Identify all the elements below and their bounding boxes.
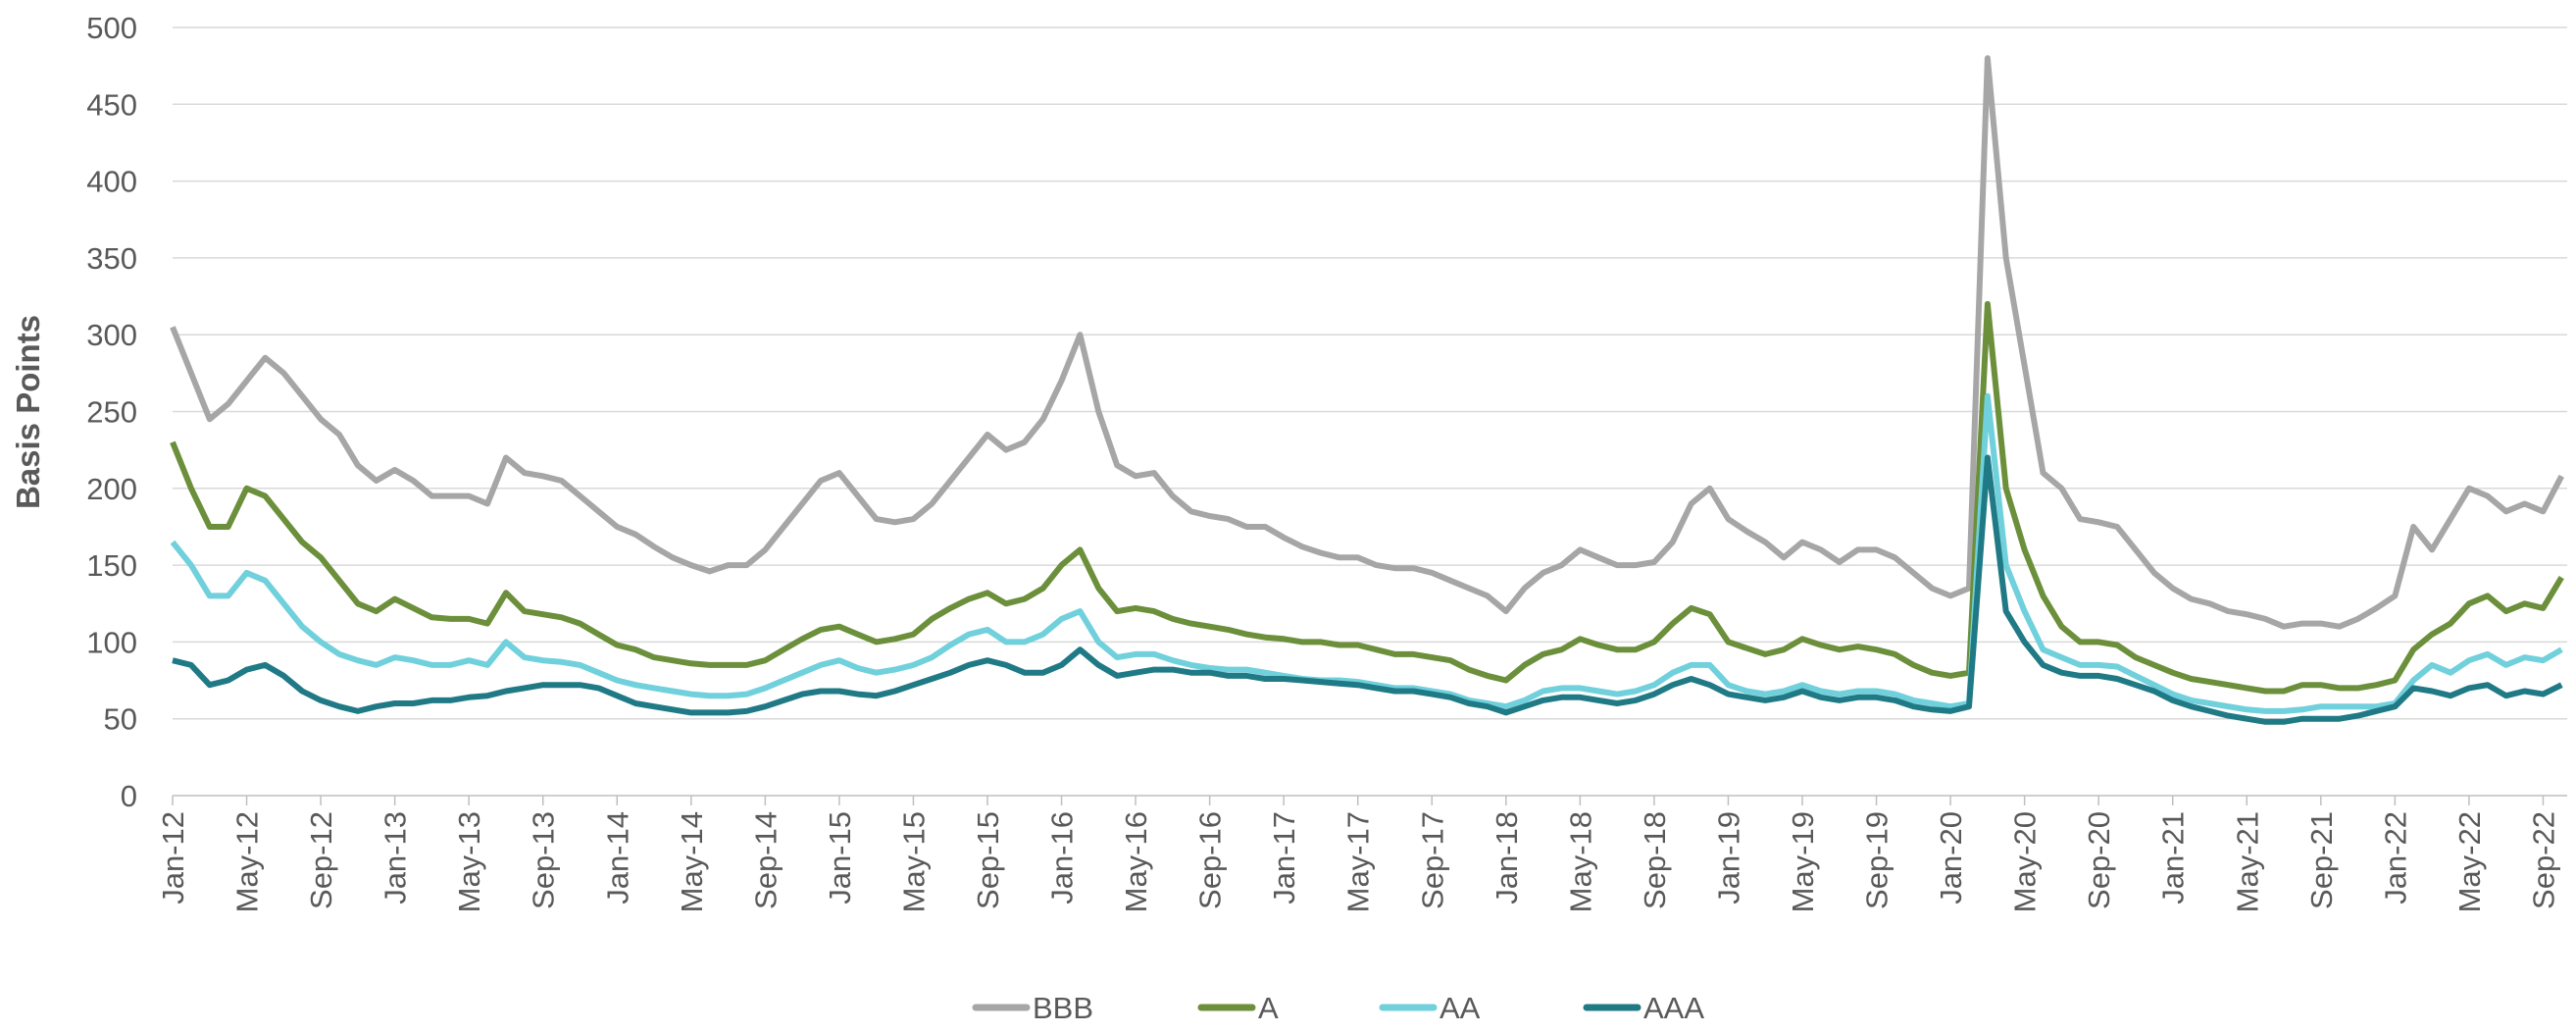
x-tick-label: May-13 [452,811,486,912]
x-tick-label: Sep-20 [2082,811,2116,909]
x-tick-label: May-12 [230,811,265,912]
x-tick-label: Sep-15 [971,811,1005,909]
x-tick-label: Jan-14 [600,811,634,904]
x-tick-label: Jan-18 [1490,811,1524,904]
x-tick-label: Jan-17 [1267,811,1301,904]
y-tick-label: 350 [86,241,137,276]
x-tick-label: Jan-22 [2378,811,2412,904]
x-tick-label: Jan-21 [2156,811,2191,904]
x-tick-label: Jan-19 [1711,811,1745,904]
y-tick-label: 100 [86,625,137,659]
x-tick-label: May-16 [1119,811,1153,912]
x-tick-label: Jan-13 [379,811,413,904]
y-tick-label: 400 [86,165,137,199]
x-tick-label: May-15 [896,811,931,912]
x-tick-label: May-21 [2230,811,2264,912]
series-line [170,392,2563,714]
x-tick-label: Sep-17 [1415,811,1449,909]
x-tick-label: May-18 [1563,811,1597,912]
x-tick-label: Jan-20 [1934,811,1968,904]
series-line [170,55,2564,630]
y-tick-label: 50 [104,702,137,737]
x-tick-label: Sep-18 [1638,811,1672,909]
series-line [170,300,2564,695]
x-tick-label: Sep-21 [2304,811,2339,909]
y-tick-label: 500 [86,11,137,45]
x-tick-label: May-20 [2008,811,2043,912]
y-tick-label: 200 [86,472,137,506]
x-tick-label: Jan-12 [156,811,190,904]
y-tick-label: 250 [86,395,137,430]
x-tick-label: May-19 [1786,811,1820,912]
x-tick-label: Sep-16 [1193,811,1228,909]
legend-label: BBB [1033,991,1093,1025]
y-axis-label: Basis Points [10,315,46,509]
x-tick-label: Sep-13 [527,811,561,909]
y-tick-label: 300 [86,318,137,352]
x-tick-label: Sep-14 [748,811,783,909]
x-tick-label: May-14 [675,811,709,912]
legend-label: AA [1440,991,1481,1025]
y-tick-label: 450 [86,87,137,122]
legend-label: AAA [1643,991,1704,1025]
x-tick-label: May-17 [1341,811,1376,912]
x-tick-label: Sep-22 [2526,811,2560,909]
x-tick-label: May-22 [2452,811,2487,912]
y-tick-label: 0 [121,779,137,813]
series-line [172,454,2563,725]
x-tick-label: Jan-16 [1045,811,1080,904]
y-tick-label: 150 [86,548,137,583]
x-tick-label: Sep-12 [304,811,338,909]
legend-label: A [1258,991,1279,1025]
x-tick-label: Sep-19 [1860,811,1894,909]
x-tick-label: Jan-15 [823,811,857,904]
